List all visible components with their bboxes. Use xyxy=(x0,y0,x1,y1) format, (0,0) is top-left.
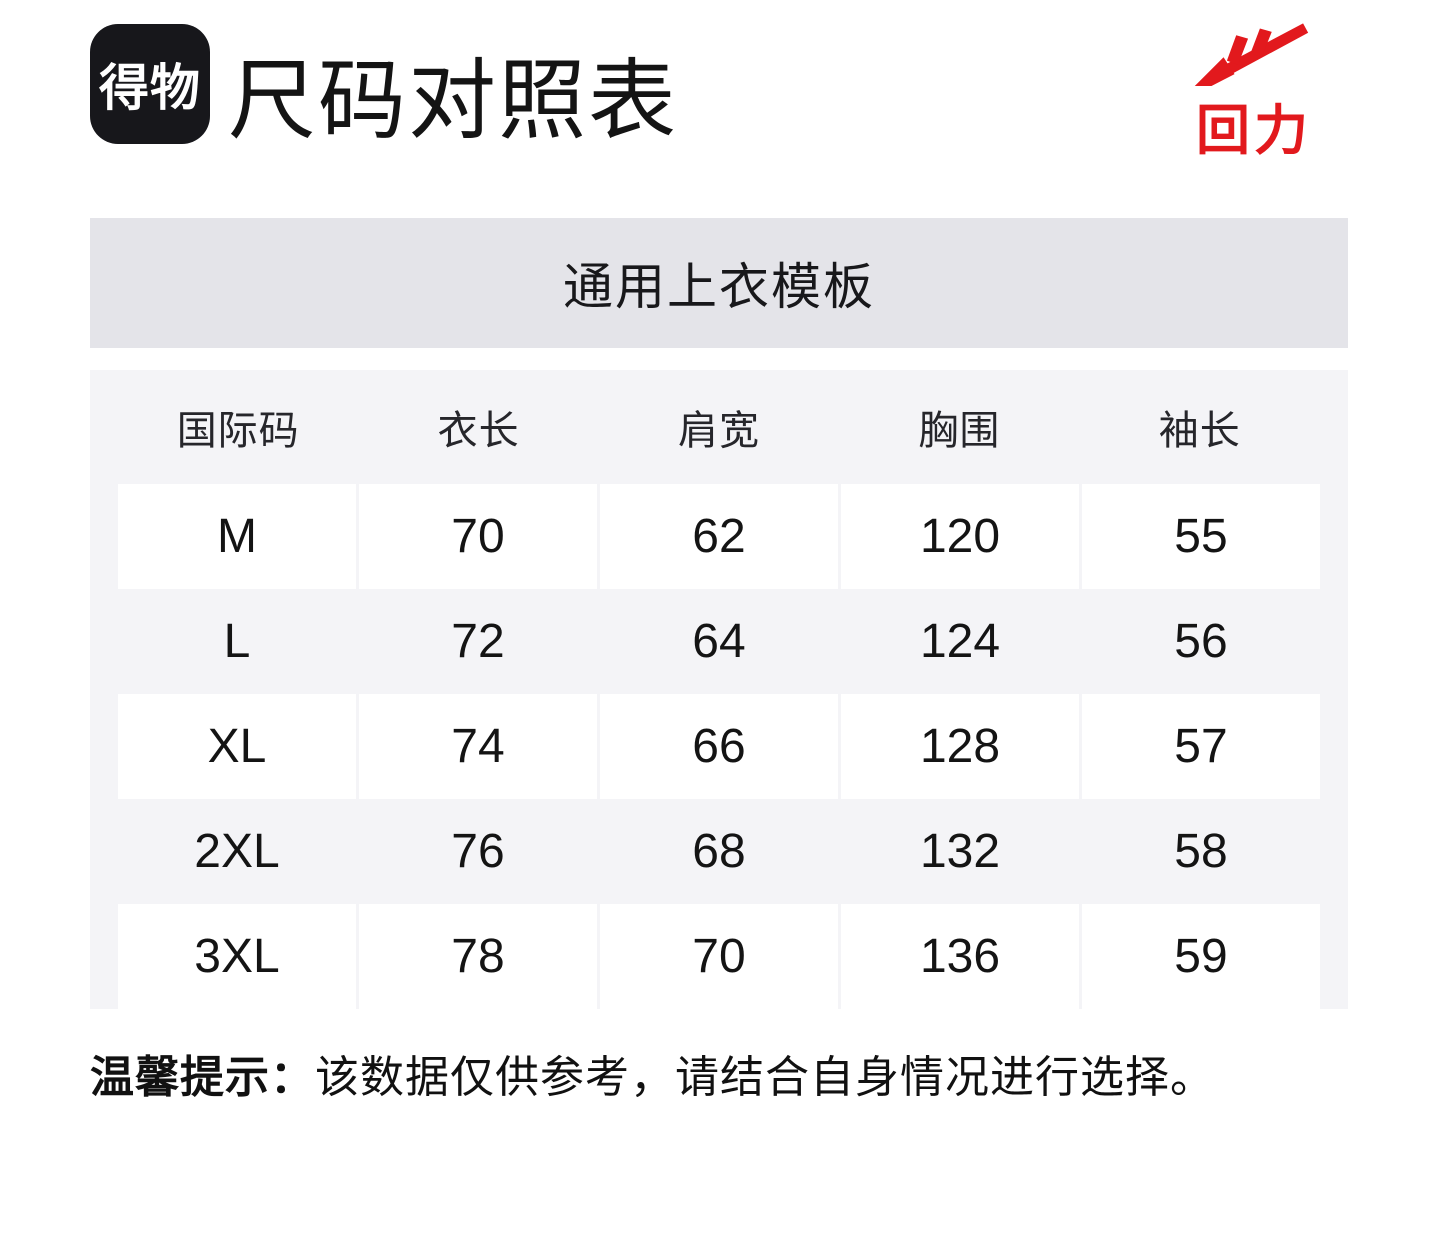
table-cell: 62 xyxy=(600,484,838,589)
table-cell: 59 xyxy=(1082,904,1320,1009)
table-cell: M xyxy=(118,484,356,589)
footer-tip: 温馨提示：该数据仅供参考，请结合自身情况进行选择。 xyxy=(90,1041,1440,1105)
column-header: 国际码 xyxy=(176,409,300,453)
table-row: M 70 62 120 55 xyxy=(118,484,1320,589)
table-cell: 68 xyxy=(692,825,746,878)
page-header: 得物 尺码对照表 回力 xyxy=(0,0,1440,218)
table-banner-text: 通用上衣模板 xyxy=(563,259,875,315)
brand-logo: 回力 xyxy=(1178,20,1330,165)
table-banner: 通用上衣模板 xyxy=(90,218,1348,348)
table-cell: 70 xyxy=(359,484,597,589)
table-row: 2XL 76 68 132 58 xyxy=(118,799,1320,904)
table-cell: 78 xyxy=(359,904,597,1009)
table-cell: 74 xyxy=(359,694,597,799)
table-header-row: 国际码 衣长 肩宽 胸围 袖长 xyxy=(118,370,1320,484)
table-cell: 56 xyxy=(1174,615,1228,668)
table-cell: 66 xyxy=(600,694,838,799)
table-cell: 72 xyxy=(451,615,505,668)
table-cell: 3XL xyxy=(118,904,356,1009)
table-cell: 76 xyxy=(451,825,505,878)
table-cell: 2XL xyxy=(194,825,280,878)
table-cell: 128 xyxy=(841,694,1079,799)
table-row: L 72 64 124 56 xyxy=(118,589,1320,694)
table-cell: 120 xyxy=(841,484,1079,589)
table-cell: XL xyxy=(118,694,356,799)
table-row: 3XL 78 70 136 59 xyxy=(118,904,1320,1009)
table-row: XL 74 66 128 57 xyxy=(118,694,1320,799)
warrior-swoosh-arrow-icon xyxy=(1194,23,1309,86)
table-cell: 136 xyxy=(841,904,1079,1009)
footer-tip-text: 该数据仅供参考，请结合自身情况进行选择。 xyxy=(315,1053,1215,1102)
table-cell: 132 xyxy=(919,825,1001,878)
brand-name-text: 回力 xyxy=(1196,101,1312,161)
column-header: 衣长 xyxy=(437,409,520,453)
table-cell: 124 xyxy=(919,615,1001,668)
page-title: 尺码对照表 xyxy=(228,51,679,150)
table-cell: 64 xyxy=(692,615,746,668)
column-header: 肩宽 xyxy=(677,409,760,453)
table-cell: 58 xyxy=(1174,825,1228,878)
table-body: M 70 62 120 55 L 72 64 124 56 XL 74 66 128 57 2XL 76 68 13… xyxy=(118,484,1320,1009)
footer-tip-label: 温馨提示： xyxy=(90,1053,315,1102)
dewu-app-logo: 得物 xyxy=(90,24,210,144)
table-cell: 55 xyxy=(1082,484,1320,589)
column-header: 袖长 xyxy=(1158,409,1241,453)
dewu-app-logo-text: 得物 xyxy=(99,60,201,116)
table-cell: 57 xyxy=(1082,694,1320,799)
column-header: 胸围 xyxy=(918,409,1001,453)
table-cell: 70 xyxy=(600,904,838,1009)
table-cell: L xyxy=(223,615,251,668)
size-table: 国际码 衣长 肩宽 胸围 袖长 M 70 62 120 55 L 72 64 124 56 XL 74 66 12… xyxy=(90,370,1348,1009)
